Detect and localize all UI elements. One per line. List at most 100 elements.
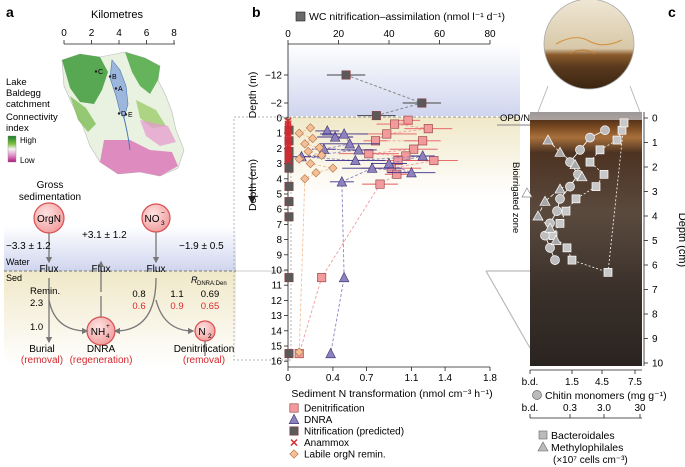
- dnra-mid-red: 0.9: [170, 301, 183, 312]
- legend-label: Anammox: [304, 438, 349, 449]
- dnra-right-black: 0.69: [201, 289, 220, 300]
- methylophilales-point: [554, 146, 566, 157]
- water-depth-label: −12: [265, 71, 282, 82]
- chitin-point: [575, 145, 585, 155]
- bacteroidales-point: [561, 206, 571, 216]
- sed-label: Sed: [6, 273, 22, 283]
- dnra-label: DNRA: [87, 344, 116, 355]
- labile-orgn-remin--point: [294, 154, 304, 164]
- methylophilales-point: [539, 195, 551, 206]
- legend-marker: [289, 403, 299, 413]
- panel-c-plot: [521, 118, 629, 277]
- bacteroidales-point: [567, 255, 577, 265]
- km-tick-label: 4: [116, 28, 122, 39]
- bacteroidales-point: [562, 243, 572, 253]
- site-dot: [124, 113, 128, 116]
- sed-depth-label: 7: [276, 220, 282, 231]
- site-label: A: [118, 86, 123, 93]
- sed-depth-label: 0: [276, 114, 282, 125]
- c-depth-label: 2: [652, 163, 658, 174]
- dnra-point: [336, 175, 348, 187]
- c-depth-label: 3: [652, 187, 658, 198]
- sed-depth-label: 9: [276, 250, 282, 261]
- flux-label-nh4: Flux: [92, 264, 111, 275]
- c-depth-label: 7: [652, 285, 658, 296]
- denitrification-point: [371, 136, 381, 146]
- connectivity-title-2: index: [6, 123, 29, 134]
- pool-n2-label: N: [198, 327, 205, 338]
- methylophilales-point: [554, 183, 566, 194]
- km-axis-title: Kilometres: [91, 9, 143, 21]
- panel-b-label: b: [252, 4, 261, 20]
- connect-line-2: [485, 270, 531, 349]
- pool-no3: NO 3 −: [141, 203, 171, 233]
- bacteroidales-point: [599, 170, 609, 179]
- chitin-legend-marker: [532, 390, 542, 400]
- c-depth-label: 5: [652, 236, 658, 247]
- km-tick-label: 2: [89, 28, 95, 39]
- sed-depth-label: 3: [276, 159, 282, 170]
- top-tick-label: 60: [434, 29, 446, 40]
- denitrification-point: [429, 156, 439, 166]
- lake-label-1: Lake: [6, 77, 27, 88]
- bottom-tick-label: 1.8: [483, 373, 497, 384]
- bottom-axis-title: Sediment N transformation (nmol cm⁻³ h⁻¹…: [291, 388, 492, 400]
- flux-label-orgn: Flux: [40, 264, 59, 275]
- chitin-point: [585, 132, 595, 143]
- sed-depth-label: 14: [271, 326, 283, 337]
- denitrification-line: [298, 119, 434, 354]
- sed-depth-label: 13: [271, 311, 283, 322]
- pool-nh4-sub: 4: [106, 333, 110, 340]
- sed-depth-label: 1: [276, 129, 282, 140]
- panel-a-label: a: [6, 4, 14, 20]
- flux-value-nh4: +3.1 ± 1.2: [82, 230, 127, 241]
- chitin-tick-label: 4.5: [595, 377, 609, 388]
- site-dot: [117, 112, 121, 115]
- bottom-tick-label: 0.7: [360, 373, 374, 384]
- site-label: C: [98, 69, 103, 76]
- methylophilales-point: [576, 171, 588, 182]
- top-tick-label: 0: [285, 29, 291, 40]
- c-depth-label: 8: [652, 310, 658, 321]
- chitin-point: [555, 194, 565, 204]
- water-label: Water: [6, 257, 30, 267]
- denitrification-point: [409, 144, 419, 154]
- methylophilales-point: [569, 158, 581, 169]
- chitin-tick-label: b.d.: [522, 377, 539, 388]
- sed-depth-title: Depth (cm): [247, 159, 259, 211]
- legend-marker: [290, 438, 298, 447]
- remin-label: Remin.: [30, 286, 60, 297]
- cross-stroke: [284, 157, 292, 165]
- nitrification-point: [284, 163, 294, 173]
- cells-tick-label: 30: [634, 403, 646, 414]
- bacteroidales-point: [595, 145, 605, 155]
- bottom-tick-label: 0.4: [326, 373, 340, 384]
- denitrification-point: [423, 124, 433, 134]
- bioirrigated-label: Bioirrigated zone: [510, 162, 521, 233]
- lake-label-2: Baldegg: [6, 88, 41, 99]
- labile-orgn-remin--point: [314, 143, 325, 153]
- chitin-point: [565, 181, 575, 192]
- denitrification-point: [375, 179, 385, 189]
- panel-c-axes: 0 1 2 3 4 5 6 7 8 9 10 Depth (cm) b.d. 1.5 4.5 7.5 Chiti…: [522, 112, 685, 419]
- chitin-point: [545, 243, 555, 253]
- site-labels: C BA D E: [94, 69, 133, 119]
- wc-point: [371, 111, 381, 121]
- nitrification-point: [284, 273, 294, 283]
- c-depth-label: 1: [652, 138, 658, 149]
- c-depth-label: 0: [652, 114, 658, 125]
- water-column-bg: [288, 44, 520, 116]
- bottom-tick-label: 1.4: [438, 373, 452, 384]
- pool-no3-sub: 3: [161, 220, 165, 227]
- pool-orgn-label: OrgN: [37, 214, 61, 225]
- labile-orgn-remin--point: [317, 150, 327, 160]
- denitrification-point: [418, 136, 428, 146]
- dnra-point: [353, 144, 364, 155]
- labile-orgn-remin--point: [305, 123, 316, 133]
- c-depth-label: 10: [652, 359, 664, 370]
- sed-depth-label: 2: [276, 144, 282, 155]
- panel-c-label: c: [668, 4, 676, 20]
- site-label: D: [121, 111, 126, 118]
- opd-label: OPD/NPD: [500, 113, 543, 124]
